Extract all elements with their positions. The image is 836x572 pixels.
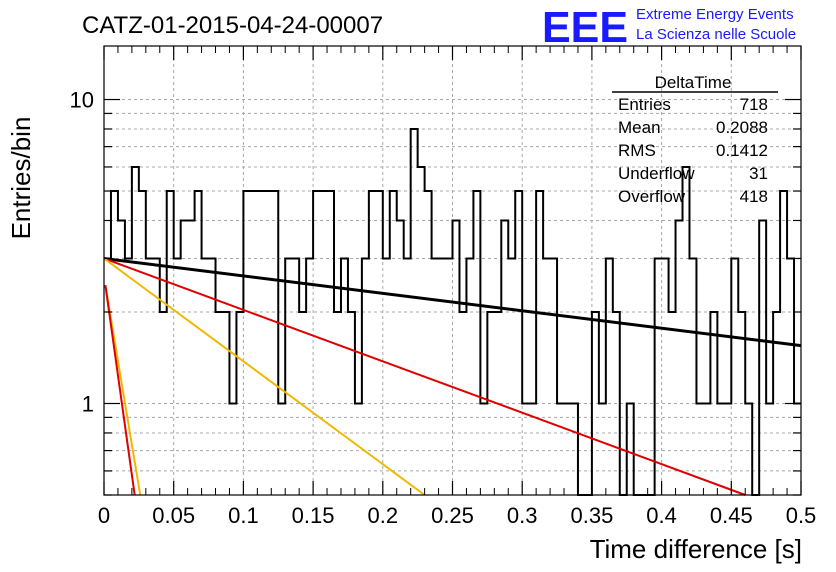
y-tick-label: 1 xyxy=(82,391,94,416)
chart-title: CATZ-01-2015-04-24-00007 xyxy=(82,12,383,39)
stats-row-value: 0.2088 xyxy=(716,118,768,137)
stats-row-value: 718 xyxy=(740,95,768,114)
fit-curve xyxy=(103,256,802,348)
x-axis-ticks: 0 0.05 0.1 0.15 0.2 0.25 0.3 0.35 0.4 0.45 0.5 xyxy=(98,46,816,528)
stats-box: DeltaTime Entries 718 Mean 0.2088 RMS 0.1412 U… xyxy=(612,73,778,206)
x-tick-label: 0 xyxy=(98,503,110,528)
logo-line-2: La Scienza nelle Scuole xyxy=(636,26,796,43)
x-tick-label: 0.3 xyxy=(507,503,538,528)
x-tick-label: 0.45 xyxy=(710,503,753,528)
x-tick-label: 0.1 xyxy=(228,503,259,528)
stats-row-label: Entries xyxy=(618,95,671,114)
stats-title: DeltaTime xyxy=(655,73,732,92)
histogram-bars xyxy=(104,127,801,496)
fit-curve xyxy=(104,285,136,496)
fit-curve xyxy=(103,257,746,496)
x-tick-label: 0.15 xyxy=(292,503,335,528)
x-tick-label: 0.25 xyxy=(431,503,474,528)
fit-curve xyxy=(103,257,426,496)
stats-row-label: Underflow xyxy=(618,164,695,183)
stats-row-value: 418 xyxy=(740,187,768,206)
x-tick-label: 0.05 xyxy=(152,503,195,528)
y-tick-label: 10 xyxy=(70,88,94,113)
logo-line-1: Extreme Energy Events xyxy=(636,6,794,23)
stats-row-value: 0.1412 xyxy=(716,141,768,160)
histogram-outline xyxy=(104,127,801,496)
stats-row-label: Overflow xyxy=(618,187,686,206)
x-tick-label: 0.2 xyxy=(368,503,399,528)
x-tick-label: 0.4 xyxy=(646,503,677,528)
x-tick-label: 0.5 xyxy=(786,503,817,528)
x-axis-label: Time difference [s] xyxy=(590,534,802,564)
x-tick-label: 0.35 xyxy=(570,503,613,528)
y-axis-label: Entries/bin xyxy=(6,117,36,240)
stats-row-label: RMS xyxy=(618,141,656,160)
stats-row-value: 31 xyxy=(749,164,768,183)
logo-mark: EEE xyxy=(542,3,628,52)
y-axis-ticks: 1 10 xyxy=(70,88,801,496)
stats-row-label: Mean xyxy=(618,118,661,137)
fit-curves xyxy=(103,256,802,496)
